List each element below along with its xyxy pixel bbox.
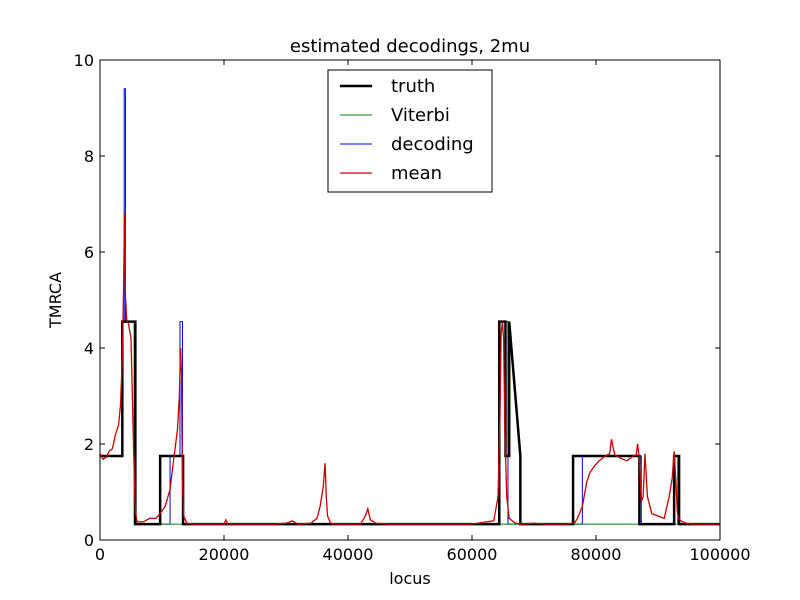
y-axis-label: TMRCA [46,272,65,329]
plot-frame [99,59,721,541]
x-tick-label: 80000 [571,545,622,564]
y-tick-label: 2 [84,435,94,454]
x-tick-label: 40000 [323,545,374,564]
y-tick-label: 6 [84,243,94,262]
legend-label-decoding: decoding [391,134,474,155]
series-line-mean [99,213,720,525]
series-line-truth [100,320,720,526]
y-tick-label: 0 [84,531,94,550]
legend-box [327,69,493,193]
legend-label-mean: mean [391,163,442,184]
tick-layer: 0 20000 40000 60000 80000 100000 0 2 4 6 8 10 [74,51,751,564]
y-tick-label: 10 [74,51,94,70]
y-tick-label: 8 [84,147,94,166]
x-tick-label: 60000 [447,545,498,564]
chart-title: estimated decodings, 2mu [290,36,530,57]
series-layer [99,88,720,526]
x-tick-label: 100000 [689,545,750,564]
x-axis-label: locus [389,569,431,588]
y-tick-label: 4 [84,339,94,358]
legend: truth Viterbi decoding mean [327,69,493,193]
x-tick-label: 0 [95,545,105,564]
legend-label-viterbi: Viterbi [391,105,450,126]
legend-label-truth: truth [391,76,435,97]
x-tick-label: 20000 [199,545,250,564]
